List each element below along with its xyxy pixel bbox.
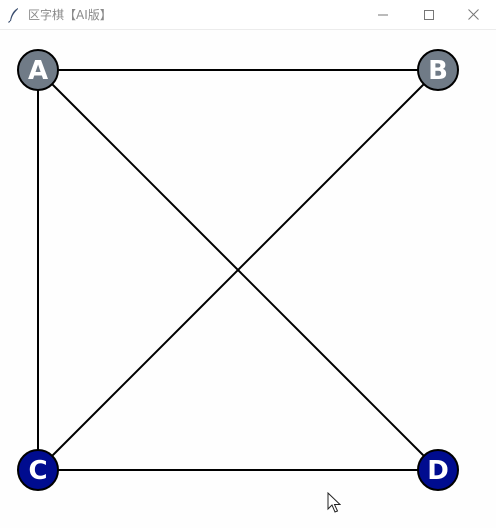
edge-b-c [37,69,439,471]
node-d[interactable]: D [417,449,459,491]
node-label-d: D [427,456,449,486]
maximize-button[interactable] [406,0,452,29]
node-b[interactable]: B [417,49,459,91]
close-icon [467,5,479,24]
node-c[interactable]: C [17,449,59,491]
node-piece-d[interactable] [417,449,459,491]
close-button[interactable] [450,0,496,29]
game-board[interactable]: A B C D [0,30,496,528]
minimize-button[interactable] [360,0,406,29]
node-piece-a[interactable] [17,49,59,91]
title-bar[interactable]: 区字棋【AI版】 [0,0,496,30]
node-label-b: B [428,56,448,86]
node-label-c: C [28,456,47,486]
node-a[interactable]: A [17,49,59,91]
minimize-icon [378,5,388,24]
mouse-pointer-icon [327,491,342,514]
game-canvas[interactable]: A B C D [0,30,496,528]
node-label-a: A [28,56,48,86]
maximize-icon [424,5,434,24]
node-piece-b[interactable] [417,49,459,91]
feather-icon [7,7,21,23]
window-title: 区字棋【AI版】 [28,8,112,22]
node-piece-c[interactable] [17,449,59,491]
